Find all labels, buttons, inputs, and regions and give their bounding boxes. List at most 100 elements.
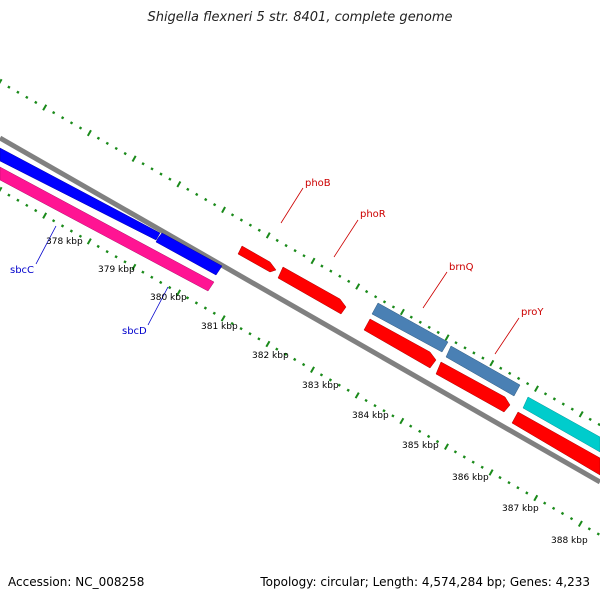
inner-minor-tick xyxy=(507,481,511,485)
gene-label-sbcC[interactable]: sbcC xyxy=(10,265,34,276)
inner-minor-tick xyxy=(426,434,431,439)
genome-title: Shigella flexneri 5 str. 8401, complete … xyxy=(147,10,453,25)
gene-sbcD-arrow[interactable] xyxy=(0,166,215,292)
outer-minor-tick xyxy=(588,417,592,421)
scale-label-380: 380 kbp xyxy=(150,293,187,303)
outer-minor-tick xyxy=(427,325,431,329)
outer-major-tick xyxy=(310,257,316,265)
outer-minor-tick xyxy=(552,397,557,401)
inner-minor-tick xyxy=(453,450,458,454)
gene-phoB-arrow[interactable] xyxy=(237,245,277,273)
outer-minor-tick xyxy=(16,90,20,94)
outer-minor-tick xyxy=(96,136,101,140)
gene-label-proY[interactable]: proY xyxy=(521,307,544,318)
outer-minor-tick xyxy=(52,111,56,115)
inner-minor-tick xyxy=(69,229,74,233)
inner-minor-tick xyxy=(105,250,109,254)
outer-minor-tick xyxy=(409,315,413,319)
inner-major-tick xyxy=(176,289,182,296)
gene-label-phoB[interactable]: phoB xyxy=(305,178,331,189)
inner-minor-tick xyxy=(373,404,377,408)
inner-tick-row xyxy=(0,186,600,536)
inner-major-tick xyxy=(131,263,137,271)
outer-minor-tick xyxy=(186,187,190,191)
accession-text: Accession: NC_008258 xyxy=(8,575,145,589)
outer-major-tick xyxy=(0,78,3,85)
inner-minor-tick xyxy=(551,506,556,510)
inner-minor-tick xyxy=(230,321,234,326)
inner-minor-tick xyxy=(51,219,56,223)
inner-minor-tick xyxy=(185,296,190,300)
scale-label-378: 378 kbp xyxy=(46,237,83,247)
inner-minor-tick xyxy=(123,260,127,264)
outer-minor-tick xyxy=(382,300,387,304)
inner-major-tick xyxy=(0,186,3,193)
inner-major-tick xyxy=(488,469,494,476)
phoB-leader-line xyxy=(280,187,304,224)
inner-minor-tick xyxy=(141,270,145,274)
inner-minor-tick xyxy=(7,193,11,197)
outer-minor-tick xyxy=(293,249,297,253)
inner-major-tick xyxy=(86,238,92,245)
outer-minor-tick xyxy=(516,376,521,381)
inner-major-tick xyxy=(533,494,539,502)
outer-minor-tick xyxy=(561,402,565,406)
gene-label-sbcD[interactable]: sbcD xyxy=(122,326,147,337)
outer-minor-tick xyxy=(364,289,369,294)
phoR-leader-line xyxy=(333,219,359,258)
inner-minor-tick xyxy=(596,532,600,536)
inner-minor-tick xyxy=(275,347,279,351)
outer-minor-tick xyxy=(141,162,145,166)
outer-minor-tick xyxy=(338,274,342,278)
inner-minor-tick xyxy=(328,378,333,382)
outer-major-tick xyxy=(578,410,584,418)
gene-cyan-arrow[interactable] xyxy=(522,396,600,453)
outer-minor-tick xyxy=(543,392,548,396)
scale-label-388: 388 kbp xyxy=(551,536,588,546)
gene-red-4-arrow[interactable] xyxy=(435,361,511,413)
outer-major-tick xyxy=(444,334,450,341)
gene-red-5-arrow[interactable] xyxy=(511,411,600,476)
outer-minor-tick xyxy=(69,121,74,125)
outer-minor-tick xyxy=(302,254,306,258)
inner-minor-tick xyxy=(480,465,484,469)
gene-label-phoR[interactable]: phoR xyxy=(360,209,386,220)
outer-minor-tick xyxy=(105,141,109,145)
outer-minor-tick xyxy=(454,341,458,345)
inner-minor-tick xyxy=(16,198,20,202)
backbone-line xyxy=(0,135,600,485)
inner-major-tick xyxy=(310,366,315,373)
inner-minor-tick xyxy=(114,255,118,259)
inner-minor-tick xyxy=(569,516,574,521)
inner-major-tick xyxy=(354,392,360,399)
outer-minor-tick xyxy=(320,264,324,268)
inner-minor-tick xyxy=(212,311,216,315)
gene-proY-arrow[interactable] xyxy=(445,345,521,397)
gene-phoR-arrow[interactable] xyxy=(277,266,347,315)
scale-label-387: 387 kbp xyxy=(502,504,539,514)
inner-minor-tick xyxy=(319,373,324,377)
outer-major-tick xyxy=(131,155,137,162)
gene-brnQ-arrow[interactable] xyxy=(371,302,449,353)
inner-major-tick xyxy=(265,340,271,348)
gene-sbcC-arrow[interactable] xyxy=(0,147,161,241)
outer-major-tick xyxy=(534,385,539,392)
outer-minor-tick xyxy=(570,407,574,411)
inner-minor-tick xyxy=(409,424,413,428)
outer-tick-row xyxy=(0,78,600,427)
outer-minor-tick xyxy=(168,177,172,181)
gene-label-brnQ[interactable]: brnQ xyxy=(449,262,474,273)
outer-major-tick xyxy=(399,308,405,316)
outer-minor-tick xyxy=(150,167,154,171)
proY-leader-line xyxy=(494,317,520,355)
scale-label-384: 384 kbp xyxy=(352,411,389,421)
gene-red-3-arrow[interactable] xyxy=(363,318,437,369)
inner-minor-tick xyxy=(284,352,288,356)
inner-minor-tick xyxy=(498,475,502,480)
inner-minor-tick xyxy=(471,460,475,464)
inner-major-tick xyxy=(220,315,226,322)
gene-blue-2-arrow[interactable] xyxy=(155,232,223,276)
inner-major-tick xyxy=(42,212,48,219)
